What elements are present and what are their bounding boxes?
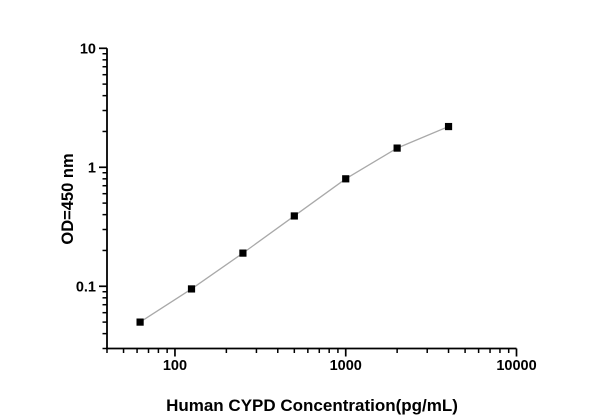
y-tick-label: 10 [80,41,96,57]
data-point-marker [393,144,401,152]
y-tick-label: 0.1 [76,279,96,295]
x-axis-title: Human CYPD Concentration(pg/mL) [166,396,458,415]
series-line [139,125,449,323]
data-point-marker [444,122,453,131]
y-tick-label: 1 [88,160,96,176]
axis-tick-labels: 100 1000 10000 0.1 1 10 [76,41,537,374]
data-series [136,122,453,326]
data-point-marker [187,285,196,293]
x-tick-label: 1000 [330,358,362,374]
y-axis-title: OD=450 nm [59,153,77,244]
axis-ticks [99,47,518,357]
data-point-marker [136,318,144,326]
data-point-marker [290,212,298,220]
x-tick-label: 10000 [496,358,536,374]
data-point-marker [342,175,350,183]
data-point-marker [239,249,247,257]
x-tick-label: 100 [163,358,187,374]
